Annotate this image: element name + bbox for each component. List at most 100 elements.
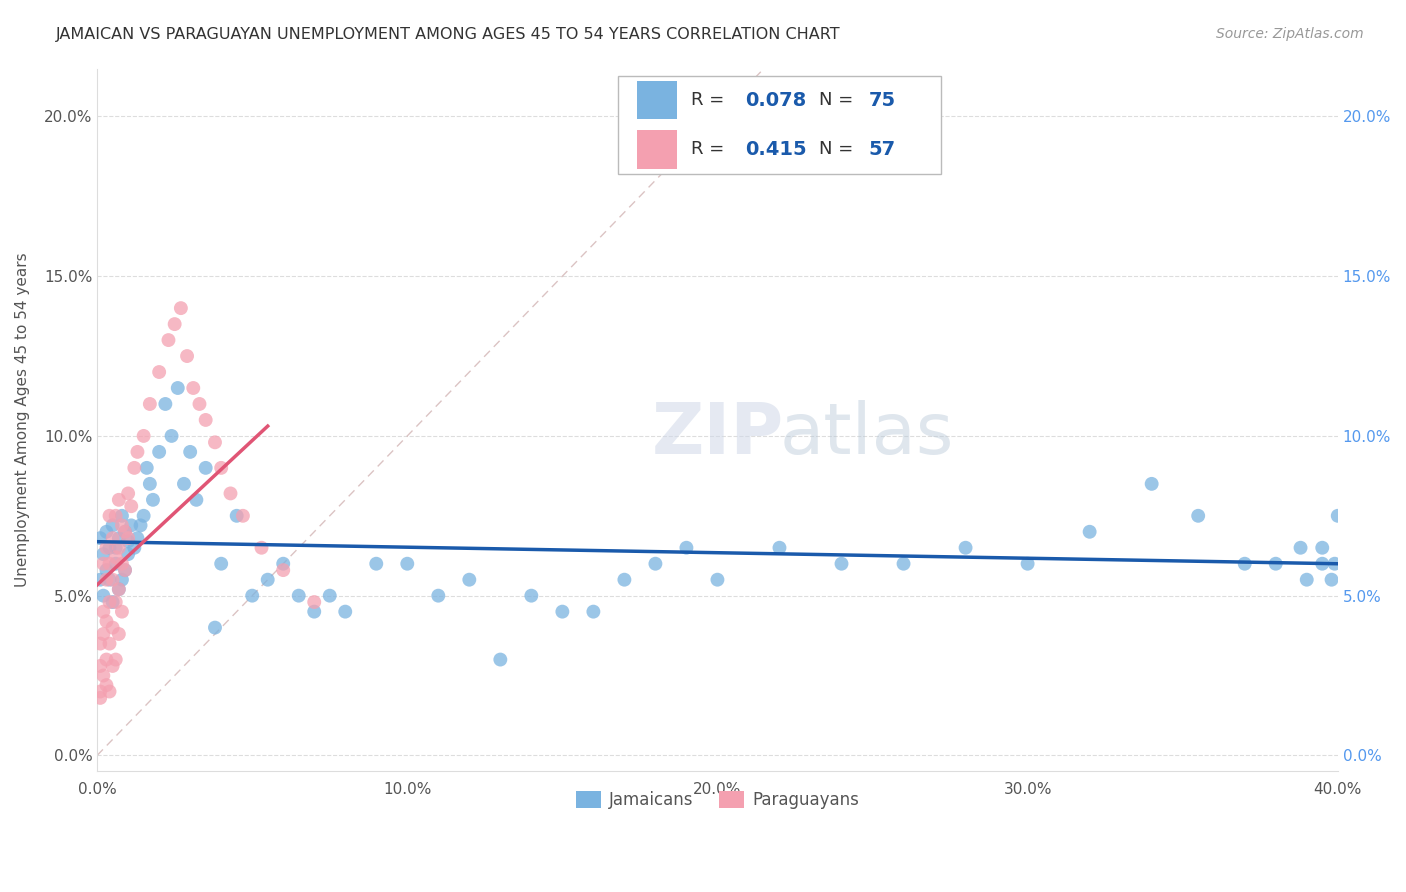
Point: [458, 573, 481, 587]
Point: [98, 595, 121, 609]
Point: [127, 445, 149, 459]
Text: atlas: atlas: [779, 400, 953, 468]
Point: [204, 621, 226, 635]
Point: [89, 690, 111, 705]
Point: [366, 557, 388, 571]
Text: ZIP: ZIP: [651, 400, 783, 468]
Point: [396, 557, 419, 571]
Point: [181, 381, 204, 395]
Point: [96, 652, 118, 666]
Text: JAMAICAN VS PARAGUAYAN UNEMPLOYMENT AMONG AGES 45 TO 54 YEARS CORRELATION CHART: JAMAICAN VS PARAGUAYAN UNEMPLOYMENT AMON…: [56, 27, 841, 42]
Point: [287, 589, 309, 603]
Point: [96, 614, 118, 628]
Point: [101, 573, 124, 587]
Point: [108, 627, 131, 641]
Point: [240, 589, 263, 603]
Point: [89, 531, 111, 545]
Point: [1264, 557, 1286, 571]
Point: [135, 461, 157, 475]
Point: [250, 541, 273, 555]
Point: [166, 381, 188, 395]
Point: [117, 547, 139, 561]
Point: [98, 508, 121, 523]
Point: [132, 508, 155, 523]
Point: [101, 659, 124, 673]
Point: [96, 678, 118, 692]
Text: 0.078: 0.078: [745, 91, 806, 110]
Point: [117, 486, 139, 500]
FancyBboxPatch shape: [637, 81, 676, 120]
Point: [96, 573, 118, 587]
Text: N =: N =: [820, 140, 859, 159]
Point: [1078, 524, 1101, 539]
Point: [104, 652, 127, 666]
Point: [96, 524, 118, 539]
Point: [111, 605, 134, 619]
Point: [89, 573, 111, 587]
Point: [204, 435, 226, 450]
Point: [111, 518, 134, 533]
Point: [114, 563, 136, 577]
Point: [101, 621, 124, 635]
Point: [302, 605, 325, 619]
Point: [108, 582, 131, 597]
Point: [675, 541, 697, 555]
Point: [98, 637, 121, 651]
Point: [108, 582, 131, 597]
Point: [644, 557, 666, 571]
Point: [98, 573, 121, 587]
Point: [1295, 573, 1317, 587]
Point: [114, 524, 136, 539]
Point: [104, 541, 127, 555]
Point: [209, 557, 232, 571]
Point: [186, 492, 208, 507]
Point: [98, 684, 121, 698]
Point: [893, 557, 915, 571]
Text: 75: 75: [869, 91, 896, 110]
Point: [91, 589, 114, 603]
Point: [98, 557, 121, 571]
Point: [101, 518, 124, 533]
Point: [582, 605, 605, 619]
FancyBboxPatch shape: [619, 76, 941, 174]
Point: [157, 333, 180, 347]
Point: [148, 445, 170, 459]
Point: [1233, 557, 1256, 571]
Point: [1310, 541, 1333, 555]
Point: [117, 534, 139, 549]
Point: [89, 684, 111, 698]
Point: [613, 573, 636, 587]
Point: [188, 397, 211, 411]
Text: R =: R =: [692, 140, 730, 159]
Point: [108, 492, 131, 507]
Point: [256, 573, 278, 587]
Point: [170, 301, 193, 315]
Point: [173, 476, 195, 491]
Point: [335, 605, 357, 619]
Point: [104, 595, 127, 609]
Text: 57: 57: [869, 140, 896, 159]
Point: [209, 461, 232, 475]
Point: [101, 531, 124, 545]
Point: [117, 531, 139, 545]
Point: [132, 429, 155, 443]
Point: [108, 531, 131, 545]
Point: [96, 563, 118, 577]
Point: [91, 547, 114, 561]
Point: [120, 500, 142, 514]
Point: [91, 605, 114, 619]
Legend: Jamaicans, Paraguayans: Jamaicans, Paraguayans: [569, 784, 866, 816]
Point: [551, 605, 574, 619]
Point: [96, 541, 118, 555]
Point: [706, 573, 728, 587]
Point: [91, 557, 114, 571]
Point: [1140, 476, 1163, 491]
Point: [1017, 557, 1039, 571]
Point: [225, 508, 247, 523]
Text: 0.415: 0.415: [745, 140, 807, 159]
Point: [127, 531, 149, 545]
Point: [139, 476, 162, 491]
Point: [114, 563, 136, 577]
Point: [111, 508, 134, 523]
Point: [120, 518, 142, 533]
